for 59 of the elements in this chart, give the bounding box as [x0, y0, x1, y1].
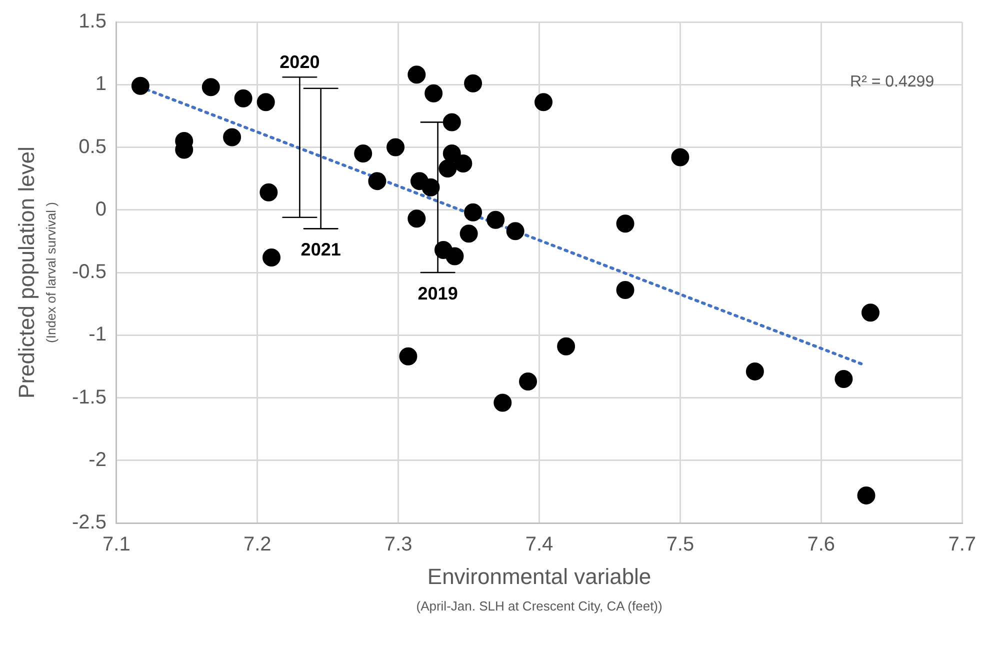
point	[671, 148, 690, 166]
text: (Index of larval survival )	[44, 202, 59, 343]
point	[454, 154, 472, 173]
x-tick-label: 7.6	[807, 534, 836, 556]
x-tick-label: 7.5	[666, 534, 694, 556]
annotation: 2019	[418, 283, 458, 304]
point	[354, 144, 372, 163]
point	[256, 93, 275, 112]
y-tick-label: 0.5	[78, 136, 106, 158]
y-tick-label: 1	[95, 73, 106, 96]
point	[834, 370, 853, 388]
point	[386, 138, 405, 156]
point	[131, 76, 150, 95]
point	[442, 113, 461, 132]
point	[460, 224, 478, 243]
annotation: R² = 0.4299	[850, 73, 934, 90]
point	[202, 78, 220, 96]
y-tick-label: 1.5	[78, 10, 106, 33]
point	[534, 93, 553, 112]
y-tick-label: -0.5	[72, 261, 106, 284]
y-tick-label: -2	[88, 448, 106, 471]
point	[422, 178, 440, 196]
point	[424, 84, 443, 102]
point	[464, 74, 482, 92]
point	[408, 210, 426, 228]
point	[368, 172, 386, 190]
annotation: 2021	[300, 240, 341, 260]
x-tick-label: 7.3	[384, 534, 412, 556]
x-axis-title: Environmental variable	[427, 564, 652, 590]
point	[399, 347, 418, 366]
point	[746, 362, 764, 380]
point	[861, 304, 880, 322]
annotation: 2020	[280, 52, 320, 72]
x-tick-label: 7.7	[948, 534, 976, 556]
point	[519, 372, 538, 390]
point	[857, 486, 876, 504]
y-tick-label: 0	[95, 198, 106, 220]
point	[557, 337, 576, 356]
point	[486, 210, 505, 229]
point	[262, 248, 280, 266]
point	[438, 160, 457, 178]
point	[494, 394, 512, 412]
x-tick-label: 7.1	[102, 534, 130, 556]
y-tick-label: -1.5	[72, 386, 106, 408]
point	[616, 281, 634, 300]
point	[446, 247, 464, 266]
text: (April-Jan. SLH at Crescent City, CA (feet))	[416, 598, 662, 614]
x-tick-label: 7.2	[243, 534, 272, 556]
y-tick-label: -2.5	[72, 512, 106, 534]
point	[223, 128, 242, 146]
point	[260, 183, 278, 202]
point	[506, 222, 524, 240]
x-tick-label: 7.4	[525, 534, 554, 556]
point	[464, 203, 482, 222]
y-axis-title: Predicted population level	[14, 146, 40, 398]
point	[234, 89, 252, 108]
y-tick-label: -1	[88, 324, 106, 346]
point	[408, 66, 426, 84]
point	[616, 214, 634, 233]
